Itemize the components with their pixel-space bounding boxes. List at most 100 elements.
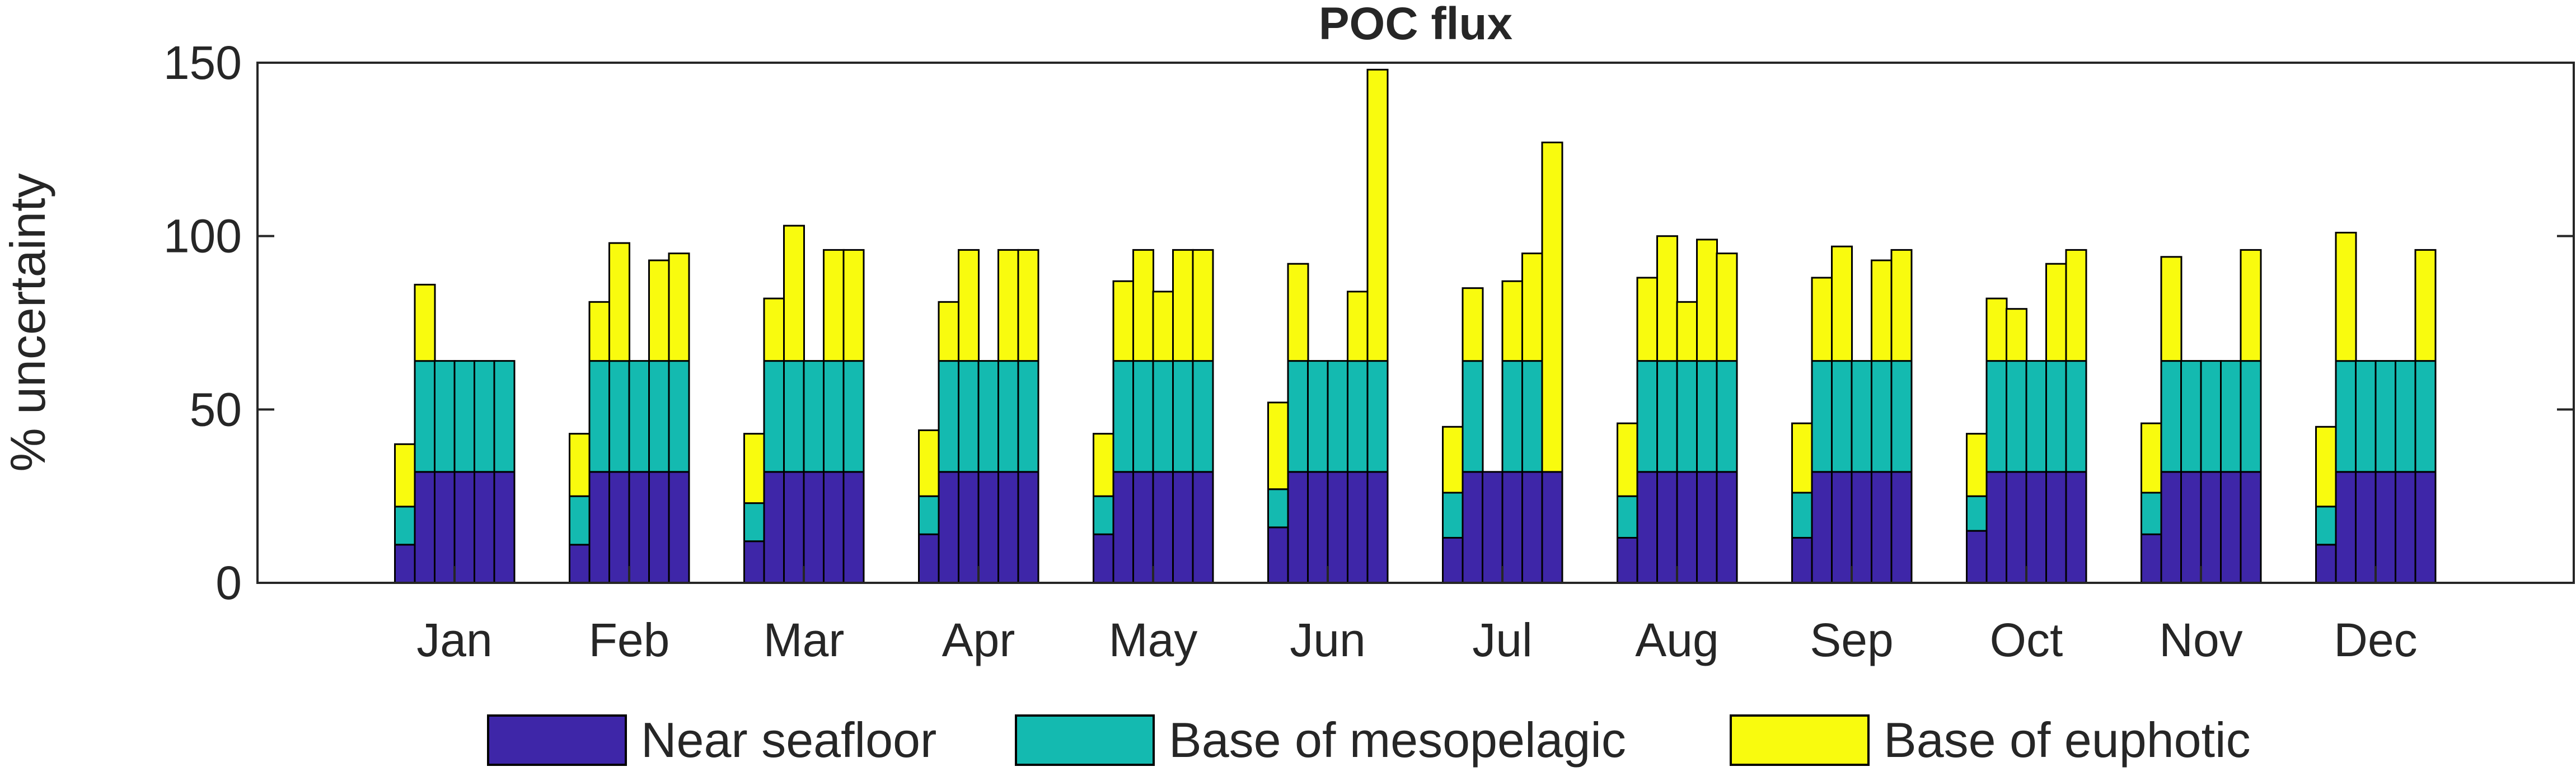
bar-segment-oct-3-series-2: [2006, 360, 2027, 473]
bar-segment-aug-2-series-3: [1636, 277, 1659, 362]
y-axis-label: % uncertainty: [0, 173, 55, 471]
bar-segment-apr-3-series-3: [958, 249, 980, 362]
bar-segment-mar-4-series-1: [803, 471, 825, 584]
bar-segment-dec-1-series-3: [2315, 426, 2337, 508]
bar-segment-jun-3-series-1: [1307, 471, 1329, 584]
bar-segment-jul-1-series-1: [1442, 537, 1464, 584]
bar-segment-feb-5-series-3: [648, 259, 670, 362]
bar-segment-mar-1-series-3: [743, 433, 765, 504]
bar-segment-mar-3-series-3: [783, 225, 805, 362]
bar-segment-nov-2-series-1: [2160, 471, 2182, 584]
bar-segment-mar-6-series-1: [842, 471, 865, 584]
bar-segment-may-3-series-3: [1132, 249, 1154, 362]
bar-segment-may-3-series-2: [1132, 360, 1154, 473]
bar-segment-feb-1-series-1: [569, 544, 591, 584]
bar-segment-jun-3-series-2: [1307, 360, 1329, 473]
bar-segment-jun-5-series-2: [1347, 360, 1369, 473]
bar-segment-mar-1-series-2: [743, 502, 765, 543]
bar-segment-nov-5-series-1: [2220, 471, 2242, 584]
chart-title: POC flux: [1319, 0, 1512, 49]
bar-segment-apr-2-series-3: [938, 301, 960, 362]
bar-segment-jan-3-series-1: [434, 471, 456, 584]
bar-segment-sep-1-series-2: [1791, 492, 1813, 539]
bar-segment-feb-6-series-1: [668, 471, 690, 584]
bar-segment-nov-2-series-2: [2160, 360, 2182, 473]
bar-segment-jul-4-series-1: [1501, 471, 1524, 584]
bar-segment-may-4-series-2: [1152, 360, 1174, 473]
bar-segment-sep-3-series-2: [1831, 360, 1853, 473]
bar-segment-dec-6-series-1: [2414, 471, 2437, 584]
bar-segment-mar-6-series-2: [842, 360, 865, 473]
bar-segment-sep-5-series-2: [1871, 360, 1893, 473]
bar-segment-may-5-series-1: [1172, 471, 1194, 584]
bar-segment-mar-6-series-3: [842, 249, 865, 362]
bar-segment-may-4-series-3: [1152, 291, 1174, 362]
legend-swatch-3: [1730, 714, 1870, 766]
x-tick-label-dec: Dec: [2334, 614, 2417, 666]
bar-segment-oct-4-series-2: [2025, 360, 2048, 473]
bar-segment-oct-2-series-2: [1985, 360, 2008, 473]
bar-segment-jul-4-series-2: [1501, 360, 1524, 473]
bar-segment-oct-2-series-1: [1985, 471, 2008, 584]
bar-segment-oct-6-series-3: [2065, 249, 2087, 362]
bar-segment-jun-1-series-2: [1267, 488, 1289, 529]
bar-segment-aug-5-series-2: [1696, 360, 1718, 473]
bar-segment-nov-3-series-1: [2180, 471, 2202, 584]
bar-segment-jun-1-series-1: [1267, 526, 1289, 584]
bar-segment-may-4-series-1: [1152, 471, 1174, 584]
bar-segment-jul-2-series-1: [1462, 471, 1484, 584]
bar-segment-jun-5-series-1: [1347, 471, 1369, 584]
bar-segment-oct-5-series-2: [2045, 360, 2067, 473]
bar-segment-mar-4-series-2: [803, 360, 825, 473]
bar-segment-dec-6-series-2: [2414, 360, 2437, 473]
bar-segment-apr-6-series-2: [1017, 360, 1039, 473]
bar-segment-may-6-series-2: [1192, 360, 1214, 473]
bar-segment-apr-6-series-3: [1017, 249, 1039, 362]
bar-segment-sep-2-series-2: [1811, 360, 1833, 473]
bar-segment-dec-2-series-1: [2335, 471, 2357, 584]
bar-segment-nov-6-series-1: [2240, 471, 2262, 584]
bar-segment-feb-1-series-2: [569, 495, 591, 546]
bar-segment-sep-2-series-3: [1811, 277, 1833, 362]
bar-segment-jul-1-series-2: [1442, 492, 1464, 539]
bar-segment-may-1-series-2: [1093, 495, 1114, 535]
bar-segment-sep-5-series-1: [1871, 471, 1893, 584]
bar-segment-nov-4-series-2: [2200, 360, 2222, 473]
bar-segment-may-6-series-1: [1192, 471, 1214, 584]
bar-segment-aug-1-series-3: [1617, 422, 1638, 497]
bar-segment-apr-5-series-3: [997, 249, 1019, 362]
bar-segment-sep-6-series-1: [1890, 471, 1913, 584]
bar-segment-feb-3-series-1: [608, 471, 630, 584]
bar-segment-jan-5-series-1: [474, 471, 495, 584]
bar-segment-may-2-series-3: [1112, 280, 1135, 362]
bar-segment-aug-6-series-2: [1716, 360, 1738, 473]
ticks-layer: 0 50 100 150 Jan Feb Mar Apr May Jun Jul Aug Sep Oct N…: [163, 36, 2574, 666]
bar-segment-oct-1-series-3: [1966, 433, 1988, 497]
bar-segment-apr-2-series-2: [938, 360, 960, 473]
bar-segment-nov-5-series-2: [2220, 360, 2242, 473]
bar-segment-sep-6-series-2: [1890, 360, 1913, 473]
bar-segment-aug-4-series-3: [1676, 301, 1698, 362]
bar-segment-dec-5-series-2: [2395, 360, 2416, 473]
bar-segment-mar-2-series-1: [763, 471, 785, 584]
bar-segment-may-2-series-2: [1112, 360, 1135, 473]
legend-swatch-1: [487, 714, 627, 766]
bar-segment-aug-4-series-2: [1676, 360, 1698, 473]
bar-segment-jan-4-series-2: [453, 360, 476, 473]
bar-segment-apr-5-series-1: [997, 471, 1019, 584]
bar-segment-mar-1-series-1: [743, 540, 765, 584]
legend-label-2: Base of mesopelagic: [1169, 712, 1626, 768]
bar-segment-feb-5-series-2: [648, 360, 670, 473]
bar-segment-jul-5-series-2: [1521, 360, 1543, 473]
bar-segment-may-5-series-3: [1172, 249, 1194, 362]
bar-segment-jun-4-series-1: [1327, 471, 1349, 584]
bar-segment-jan-6-series-2: [493, 360, 516, 473]
bar-segment-nov-1-series-3: [2141, 422, 2162, 494]
bar-segment-dec-1-series-1: [2315, 544, 2337, 584]
bar-segment-apr-1-series-3: [918, 429, 940, 497]
bar-segment-jun-2-series-2: [1287, 360, 1309, 473]
bar-segment-feb-3-series-3: [608, 242, 630, 362]
bar-segment-apr-1-series-2: [918, 495, 940, 535]
bar-segment-oct-2-series-3: [1985, 297, 2008, 362]
